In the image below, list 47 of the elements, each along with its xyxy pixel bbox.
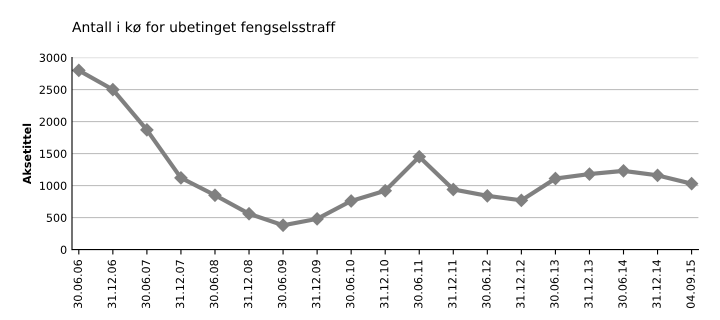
x-tick-label: 30.06.06 [74, 260, 82, 308]
x-tick-label: 31.12.11 [448, 260, 457, 308]
x-tick-label: 04.09.15 [686, 260, 695, 308]
x-tick-label: 31.12.09 [312, 260, 320, 308]
y-tick-label: 0 [60, 246, 66, 254]
x-tick-label: 31.12.14 [652, 260, 661, 308]
x-tick-label: 31.12.10 [380, 260, 388, 308]
y-tick-label: 3000 [40, 54, 66, 62]
point [514, 194, 528, 207]
point [242, 207, 256, 220]
point [72, 64, 86, 77]
point [582, 167, 596, 181]
point [344, 194, 358, 208]
point [480, 189, 494, 202]
x-tick-label: 31.12.12 [516, 260, 525, 308]
x-tick-label: 30.06.12 [482, 260, 491, 308]
x-tick-label: 30.06.13 [550, 260, 559, 308]
point [174, 171, 188, 185]
y-tick-label: 500 [46, 214, 66, 222]
point [208, 188, 222, 202]
point [616, 164, 630, 178]
x-tick-label: 30.06.08 [210, 260, 218, 308]
point [548, 172, 562, 186]
x-tick-label: 30.06.09 [278, 260, 286, 308]
x-tick-label: 31.12.08 [244, 260, 252, 308]
x-tick-label: 31.12.07 [176, 260, 184, 308]
y-axis-title: Aksetittel [22, 124, 32, 184]
x-tick-label: 30.06.11 [414, 260, 422, 308]
y-tick-label: 1000 [40, 182, 66, 190]
point [310, 212, 324, 226]
x-tick-label: 30.06.14 [618, 260, 627, 308]
chart-title: Antall i kø for ubetinget fengselsstraff [72, 21, 336, 35]
point [650, 168, 664, 182]
y-tick-label: 2000 [40, 118, 66, 126]
point [446, 182, 460, 196]
point [685, 177, 698, 190]
point [412, 150, 426, 164]
y-tick-label: 2500 [40, 86, 66, 94]
x-tick-label: 30.06.07 [142, 260, 150, 308]
x-tick-label: 31.12.13 [584, 260, 593, 308]
point [378, 184, 392, 198]
point [106, 83, 120, 96]
x-tick-label: 30.06.10 [346, 260, 354, 308]
point [140, 123, 154, 137]
point [276, 218, 290, 232]
x-tick-label: 31.12.06 [108, 260, 116, 308]
y-tick-label: 1500 [40, 150, 66, 158]
